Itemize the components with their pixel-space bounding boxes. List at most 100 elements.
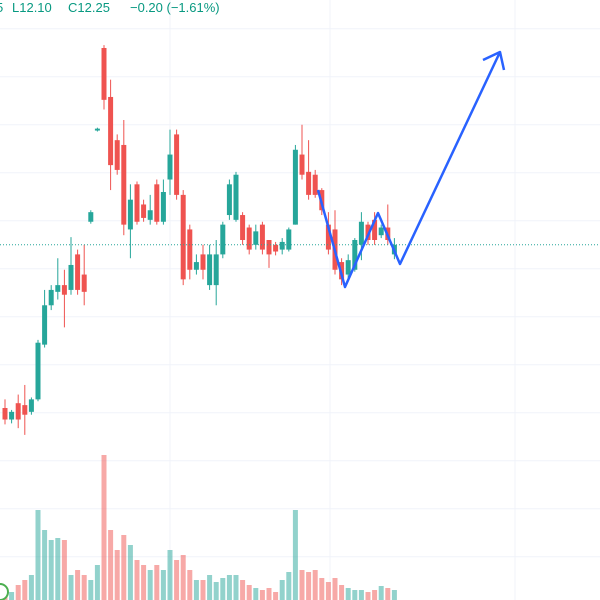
candle-body: [127, 199, 133, 230]
candle-body: [180, 194, 186, 280]
volume-bar: [358, 590, 364, 600]
volume-bar: [306, 572, 312, 600]
candle-body: [207, 254, 213, 286]
volume-bar: [154, 565, 160, 600]
candle-body: [94, 128, 100, 131]
volume-bar: [134, 560, 140, 600]
candle-body: [193, 262, 199, 270]
volume-bar: [141, 565, 147, 600]
candle-body: [147, 210, 153, 220]
candle-body: [325, 224, 331, 250]
candle-body: [365, 224, 371, 240]
candle-body: [108, 96, 114, 166]
candle-body: [35, 342, 41, 400]
volume-bar: [81, 575, 87, 600]
volume-bar: [127, 545, 133, 600]
candle-body: [167, 154, 173, 180]
header-close: C12.25: [68, 0, 110, 15]
drawing-arrowhead: [482, 50, 506, 71]
candle-body: [312, 174, 318, 195]
volume-bar: [94, 565, 100, 600]
volume-bar: [101, 455, 107, 600]
volume-bar: [273, 592, 279, 600]
volume-bar: [385, 588, 391, 600]
candles: [0, 45, 600, 435]
candle-body: [345, 260, 351, 275]
volume-bar: [207, 575, 213, 600]
candle-body: [22, 405, 28, 415]
volume-bar: [233, 575, 239, 600]
candle-body: [273, 244, 279, 252]
candle-body: [15, 403, 21, 420]
candle-body: [114, 140, 120, 170]
volume-bar: [365, 592, 371, 600]
volume-bar: [187, 570, 193, 600]
volume-bar: [75, 570, 81, 600]
volume-bar: [213, 582, 219, 600]
volume-bar: [345, 588, 351, 600]
candle-body: [226, 184, 232, 216]
candle-body: [75, 254, 81, 290]
volume-bar: [28, 575, 34, 600]
volume-bar: [352, 590, 358, 600]
candle-body: [141, 204, 147, 218]
candle-body: [101, 48, 107, 100]
volume-bar: [292, 510, 298, 600]
volume-bar: [68, 575, 74, 600]
candle-body: [61, 285, 67, 295]
volume-bar: [167, 550, 173, 600]
volume-bar: [42, 530, 48, 600]
volume-bar: [319, 578, 325, 600]
volume-bar: [339, 585, 345, 600]
candle-body: [378, 227, 384, 236]
candle-body: [279, 241, 285, 250]
volume-bar: [193, 580, 199, 600]
volume-pane: [2, 455, 397, 600]
volume-bar: [325, 582, 331, 600]
volume-bar: [312, 570, 318, 600]
candle-body: [154, 184, 160, 222]
volume-bar: [332, 578, 338, 600]
volume-bar: [35, 510, 41, 600]
candle-body: [233, 174, 239, 220]
volume-bar: [121, 535, 127, 600]
volume-bar: [22, 580, 28, 600]
candle-body: [134, 184, 140, 222]
header-low: L12.10: [12, 0, 52, 15]
candle-body: [266, 240, 272, 255]
volume-bar: [9, 592, 15, 600]
candle-body: [55, 285, 61, 292]
volume-bar: [48, 540, 54, 600]
candle-body: [220, 224, 226, 255]
volume-bar: [259, 590, 265, 600]
candle-body: [68, 264, 74, 290]
candle-body: [48, 289, 54, 306]
ohlc-header: 5 L12.10 C12.25 −0.20 (−1.61%): [0, 0, 220, 15]
volume-bar: [200, 580, 206, 600]
candle-body: [160, 192, 166, 222]
candle-body: [81, 274, 87, 292]
volume-bar: [160, 570, 166, 600]
candle-body: [187, 229, 193, 270]
candle-body: [42, 305, 48, 345]
candle-body: [306, 171, 312, 195]
candle-body: [286, 229, 292, 250]
candle-body: [299, 154, 305, 175]
volume-bar: [180, 555, 186, 600]
header-fragment: 5: [0, 0, 3, 15]
volume-bar: [240, 580, 246, 600]
volume-bar: [114, 550, 120, 600]
candle-body: [352, 240, 358, 270]
volume-bar: [253, 588, 259, 600]
candle-body: [372, 219, 378, 240]
volume-bar: [266, 588, 272, 600]
volume-bar: [108, 530, 114, 600]
volume-bar: [220, 578, 226, 600]
candle-body: [9, 411, 15, 420]
volume-bar: [391, 590, 397, 600]
candle-body: [246, 227, 252, 250]
volume-bar: [174, 560, 180, 600]
volume-bar: [226, 575, 232, 600]
